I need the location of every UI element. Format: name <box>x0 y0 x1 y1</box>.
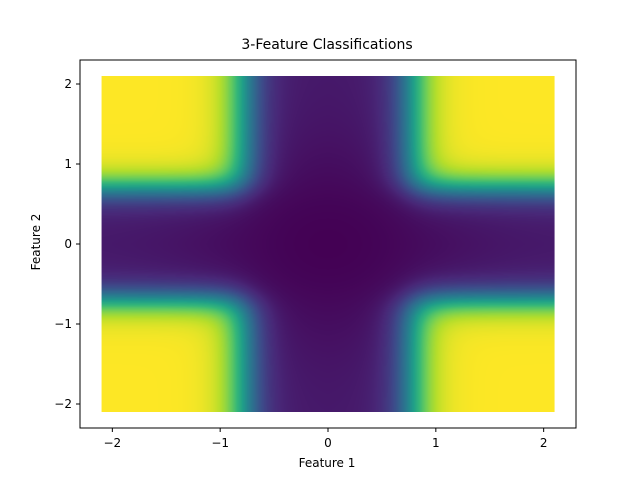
x-tick-label: 2 <box>540 436 548 450</box>
x-tick-label: 0 <box>324 436 332 450</box>
heatmap <box>101 76 555 412</box>
x-axis-label: Feature 1 <box>299 456 356 470</box>
chart-title: 3-Feature Classifications <box>241 37 412 53</box>
y-tick-label: 0 <box>64 237 72 251</box>
y-tick-label: −2 <box>54 397 72 411</box>
plot-area <box>79 59 577 429</box>
x-tick-label: −2 <box>103 436 121 450</box>
y-axis-label: Feature 2 <box>29 214 43 271</box>
x-tick-label: −1 <box>211 436 229 450</box>
x-tick-label: 1 <box>432 436 440 450</box>
y-tick-label: −1 <box>54 317 72 331</box>
y-axis-ticks: −2 −1 0 1 2 <box>54 77 80 411</box>
y-tick-label: 2 <box>64 77 72 91</box>
x-axis-ticks: −2 −1 0 1 2 <box>103 428 547 450</box>
y-tick-label: 1 <box>64 157 72 171</box>
